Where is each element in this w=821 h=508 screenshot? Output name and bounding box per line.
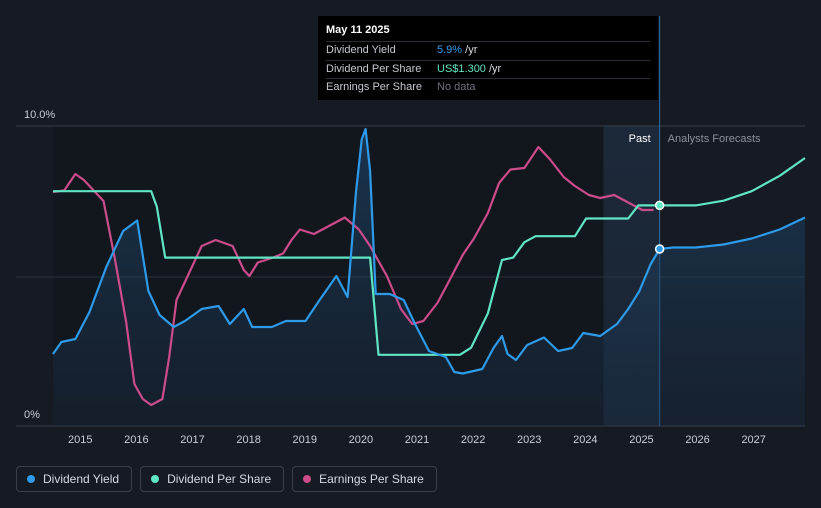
x-tick-label: 2025 xyxy=(629,434,653,446)
series-line-dividend-yield xyxy=(52,127,806,375)
forecast-label: Analysts Forecasts xyxy=(668,133,761,145)
x-tick-label: 2019 xyxy=(292,434,316,446)
y-tick-label-bottom: 0% xyxy=(24,409,40,421)
tooltip-eps-value: No data xyxy=(437,81,476,93)
tooltip-row: Dividend Yield 5.9% /yr xyxy=(326,41,650,60)
legend-label: Dividend Yield xyxy=(43,472,120,486)
tooltip-label: Dividend Per Share xyxy=(326,62,422,75)
hover-marker-dividend-yield xyxy=(654,244,665,254)
hover-marker-dividend-per-share xyxy=(654,200,665,211)
y-tick-label-top: 10.0% xyxy=(24,109,55,121)
tooltip-yield-value: 5.9% xyxy=(437,44,463,56)
legend-label: Dividend Per Share xyxy=(167,472,272,486)
tooltip-suffix: /yr xyxy=(462,44,478,56)
legend: Dividend Yield Dividend Per Share Earnin… xyxy=(16,466,437,492)
tooltip-suffix: /yr xyxy=(485,62,502,75)
tooltip-row: Dividend Per Share US$1.300 /yr xyxy=(326,59,650,79)
x-tick-label: 2016 xyxy=(124,434,148,446)
x-tick-label: 2018 xyxy=(236,434,260,446)
tooltip-dps-value: US$1.300 xyxy=(437,62,486,75)
legend-label: Earnings Per Share xyxy=(319,472,424,486)
series-line-earnings-per-share xyxy=(52,145,654,407)
x-tick-label: 2022 xyxy=(461,434,485,446)
tooltip-value: US$1.300 /yr xyxy=(437,61,501,79)
legend-item-dividend-yield[interactable]: Dividend Yield xyxy=(16,466,133,492)
tooltip-label: Dividend Yield xyxy=(326,44,396,56)
past-label: Past xyxy=(629,133,651,145)
x-tick-label: 2027 xyxy=(741,434,765,446)
legend-item-earnings-per-share[interactable]: Earnings Per Share xyxy=(292,466,437,492)
x-tick-label: 2026 xyxy=(685,434,709,446)
x-tick-label: 2023 xyxy=(517,434,541,446)
legend-dot-icon xyxy=(151,475,160,483)
tooltip-label: Earnings Per Share xyxy=(326,81,422,93)
x-tick-label: 2021 xyxy=(405,434,429,446)
tooltip-value: No data xyxy=(437,79,476,97)
x-tick-label: 2024 xyxy=(573,434,597,446)
x-tick-label: 2017 xyxy=(180,434,204,446)
series-line-dividend-per-share xyxy=(53,157,806,356)
tooltip: May 11 2025 Dividend Yield 5.9% /yr Divi… xyxy=(318,16,658,100)
x-tick-label: 2020 xyxy=(349,434,373,446)
legend-item-dividend-per-share[interactable]: Dividend Per Share xyxy=(140,466,285,492)
dividend-yield-area xyxy=(53,129,805,426)
tooltip-value: 5.9% /yr xyxy=(437,42,477,60)
legend-dot-icon xyxy=(27,475,35,483)
legend-dot-icon xyxy=(303,475,312,483)
tooltip-row: Earnings Per Share No data xyxy=(326,78,650,97)
x-tick-label: 2015 xyxy=(68,434,92,446)
tooltip-date: May 11 2025 xyxy=(326,24,390,36)
